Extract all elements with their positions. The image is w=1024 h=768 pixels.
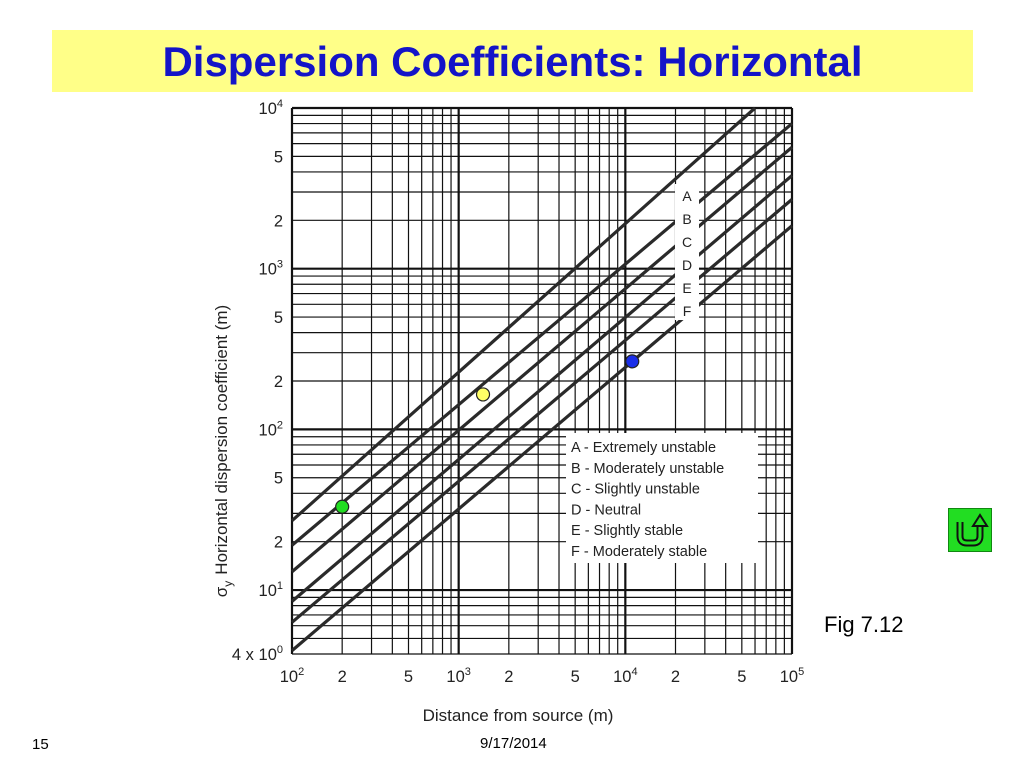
- chart-grid: [290, 106, 794, 655]
- data-marker: [475, 387, 491, 402]
- x-tick-label: 5: [571, 668, 580, 686]
- curve-label-E: E: [682, 280, 691, 296]
- legend-entry: B - Moderately unstable: [571, 461, 724, 477]
- curve-label-F: F: [683, 303, 692, 319]
- slide-number: 15: [32, 736, 49, 753]
- x-axis-label: Distance from source (m): [423, 706, 614, 725]
- y-tick-label: 4 x 100: [232, 644, 283, 664]
- x-tick-label: 103: [446, 666, 470, 686]
- y-tick-label: 101: [259, 580, 283, 600]
- x-tick-label: 2: [338, 668, 347, 686]
- data-marker: [335, 499, 350, 514]
- y-tick-label: 5: [274, 309, 283, 327]
- figure-label: Fig 7.12: [824, 612, 904, 637]
- slide-date: 9/17/2014: [480, 735, 547, 752]
- title-bar: Dispersion Coefficients: Horizontal: [52, 30, 973, 92]
- x-tick-label: 102: [280, 666, 304, 686]
- y-tick-label: 2: [274, 212, 283, 230]
- legend-entry: C - Slightly unstable: [571, 482, 700, 498]
- legend-entry: F - Moderately stable: [571, 544, 707, 560]
- legend-entry: D - Neutral: [571, 502, 641, 518]
- return-arrow-icon: [956, 513, 989, 547]
- data-marker: [625, 354, 640, 369]
- curve-label-B: B: [682, 211, 691, 227]
- x-tick-label: 104: [613, 666, 637, 686]
- curve-label-D: D: [682, 257, 692, 273]
- legend-entry: A - Extremely unstable: [571, 440, 716, 456]
- chart-markers: [335, 354, 640, 514]
- x-tick-label: 5: [404, 668, 413, 686]
- chart-series: [290, 106, 794, 652]
- curve-label-column: [675, 184, 699, 320]
- legend-entry: E - Slightly stable: [571, 523, 683, 539]
- y-axis-subscript: y: [221, 581, 235, 587]
- y-tick-label: 5: [274, 470, 283, 488]
- series-line-A: [290, 106, 757, 522]
- return-button[interactable]: [948, 508, 992, 552]
- y-axis-text: Horizontal dispersion coefficient (m): [212, 305, 231, 575]
- x-tick-label: 2: [504, 668, 513, 686]
- series-line-C: [290, 146, 794, 573]
- series-line-E: [290, 198, 794, 624]
- series-line-F: [290, 224, 794, 652]
- y-tick-label: 2: [274, 373, 283, 391]
- y-tick-label: 103: [259, 259, 283, 279]
- y-axis-symbol: σ: [212, 586, 231, 597]
- x-tick-label: 2: [671, 668, 680, 686]
- y-tick-label: 2: [274, 534, 283, 552]
- legend-box: [566, 433, 758, 563]
- y-tick-label: 5: [274, 148, 283, 166]
- x-tick-label: 5: [737, 668, 746, 686]
- slide-title: Dispersion Coefficients: Horizontal: [162, 38, 863, 85]
- curve-label-C: C: [682, 234, 692, 250]
- series-line-D: [290, 174, 794, 603]
- y-axis-label: σy Horizontal dispersion coefficient (m): [212, 305, 235, 597]
- x-tick-label: 105: [780, 666, 804, 686]
- y-tick-label: 102: [259, 419, 283, 439]
- series-line-B: [290, 122, 794, 547]
- y-tick-label: 104: [259, 98, 283, 118]
- curve-label-A: A: [682, 188, 692, 204]
- chart-tick-labels: 102 2 5 103 2 5 104 2 5 105 4 x 100 101 2 5 102 2 5 103 2 5…: [232, 98, 804, 686]
